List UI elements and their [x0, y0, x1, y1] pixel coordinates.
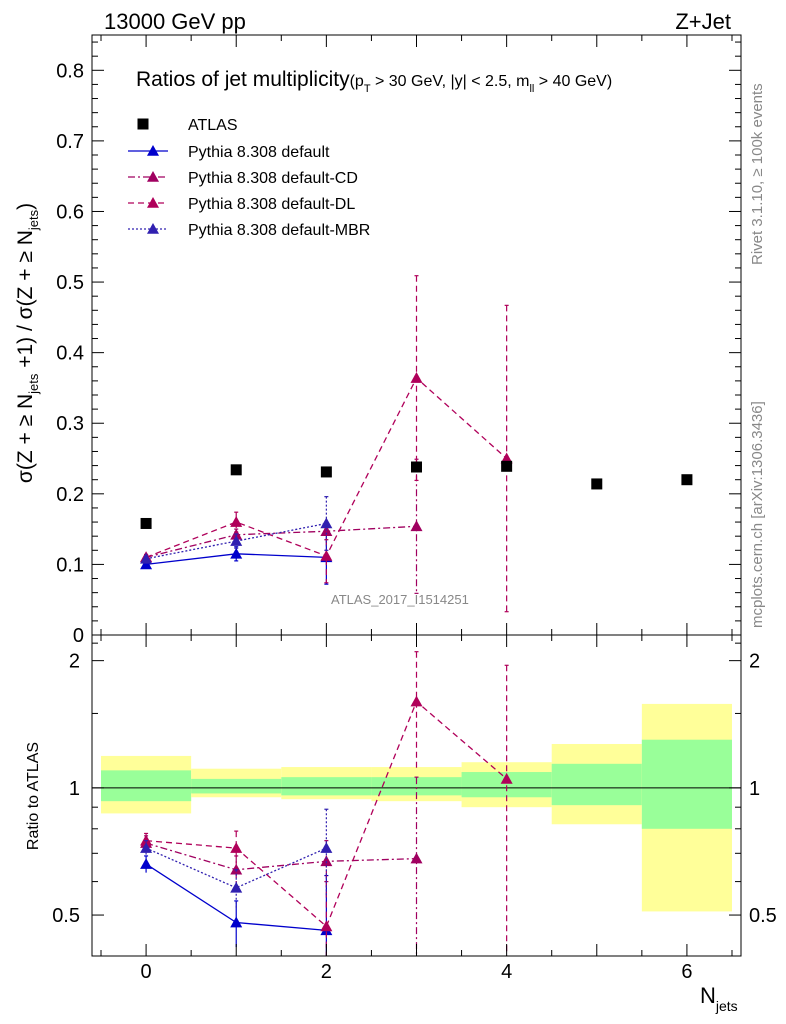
x-tick-label: 6 — [681, 961, 692, 983]
uncertainty-band-green — [281, 777, 372, 796]
main-y-tick-label: 0.5 — [56, 272, 84, 294]
legend-label: Pythia 8.308 default — [188, 144, 330, 161]
ratio-y-axis-label: Ratio to ATLAS — [25, 742, 42, 850]
uncertainty-band-green — [101, 770, 192, 802]
series-ratio-marker — [140, 858, 153, 869]
series-line — [145, 525, 417, 558]
uncertainty-band-green — [641, 739, 732, 829]
series-ratio-line — [145, 847, 327, 889]
series-marker — [410, 520, 423, 532]
atlas-data-point — [591, 478, 603, 490]
legend-marker — [147, 145, 159, 156]
series-ratio-marker — [320, 842, 333, 853]
legend-marker — [147, 223, 159, 234]
uncertainty-band-green — [371, 777, 462, 796]
analysis-watermark: ATLAS_2017_I1514251 — [331, 592, 469, 607]
main-y-tick-label: 0.3 — [56, 413, 84, 435]
series-marker — [500, 452, 513, 464]
series-line — [145, 522, 327, 560]
ratio-plot-content — [92, 651, 741, 956]
x-tick-label: 4 — [501, 961, 512, 983]
series-ratio-marker — [320, 920, 333, 932]
series-ratio-marker — [230, 881, 243, 893]
uncertainty-band-green — [551, 763, 642, 806]
main-y-tick-label: 0.1 — [56, 554, 84, 576]
series-marker — [410, 372, 423, 383]
series-ratio-marker — [410, 852, 423, 864]
series-ratio-marker — [230, 863, 243, 875]
legend-label: Pythia 8.308 default-CD — [188, 170, 358, 187]
legend-label: Pythia 8.308 default-MBR — [188, 222, 370, 239]
series-marker — [230, 535, 243, 546]
legend-label-atlas: ATLAS — [188, 117, 238, 134]
series-ratio-line — [146, 700, 508, 928]
legend-marker — [147, 197, 159, 208]
series-marker — [320, 549, 333, 561]
series-marker — [230, 516, 243, 527]
series-ratio-line — [145, 842, 417, 871]
main-plot-content — [140, 275, 693, 613]
series-ratio-marker — [410, 695, 423, 707]
energy-label: 13000 GeV pp — [104, 9, 246, 34]
series-marker — [320, 517, 333, 529]
atlas-data-point — [140, 517, 152, 529]
uncertainty-band-green — [191, 778, 282, 794]
legend: ATLAS Pythia 8.308 default Pythia 8.308 de… — [128, 117, 370, 239]
legend-label: Pythia 8.308 default-DL — [188, 196, 355, 213]
series-marker — [140, 552, 153, 564]
atlas-data-point — [501, 460, 513, 472]
main-axes: 0 0.1 0.2 0.3 0.4 0.5 0.6 0.7 0.8 — [56, 35, 741, 647]
series-marker — [140, 558, 153, 570]
series-ratio-marker — [230, 842, 243, 853]
ratio-y-tick-label-right: 0.5 — [749, 905, 777, 927]
main-y-tick-label: 0 — [73, 625, 84, 647]
ratio-frame — [91, 634, 742, 957]
atlas-data-point — [681, 474, 693, 486]
mcplots-label: mcplots.cern.ch [arXiv:1306.3436] — [749, 401, 766, 628]
main-y-tick-label: 0.4 — [56, 343, 84, 365]
series-ratio-marker — [140, 842, 153, 853]
x-tick-label: 2 — [321, 961, 332, 983]
main-title: Ratios of jet multiplicity(pT > 30 GeV, … — [136, 68, 612, 95]
ratio-panel: 0 2 4 6 0.5 0.5 1 1 2 2 — [52, 634, 777, 983]
x-axis-label: Njets — [700, 983, 738, 1014]
legend-marker-atlas — [137, 118, 149, 130]
ratio-y-tick-label-left: 2 — [69, 651, 80, 673]
rivet-label: Rivet 3.1.10, ≥ 100k events — [749, 83, 766, 265]
main-y-tick-label: 0.2 — [56, 484, 84, 506]
main-y-tick-label: 0.8 — [56, 60, 84, 82]
series-ratio-marker — [230, 916, 243, 928]
series-ratio-marker — [500, 772, 513, 784]
series-ratio-marker — [320, 855, 333, 867]
ratio-y-tick-label-left: 0.5 — [52, 905, 80, 927]
atlas-data-point — [230, 464, 242, 476]
atlas-data-point — [411, 461, 422, 473]
atlas-data-point — [320, 466, 332, 478]
ratio-y-tick-label-left: 1 — [69, 778, 80, 800]
main-y-tick-label: 0.6 — [56, 201, 84, 223]
ratio-y-tick-label-right: 1 — [749, 778, 760, 800]
main-panel: Ratios of jet multiplicity(pT > 30 GeV, … — [56, 34, 742, 647]
ratio-y-tick-label-right: 2 — [749, 651, 760, 673]
series-marker — [230, 547, 243, 559]
x-tick-label: 0 — [141, 961, 152, 983]
legend-marker — [147, 171, 159, 182]
main-y-tick-label: 0.7 — [56, 131, 84, 153]
main-y-axis-label: σ(Z + ≥ Njets +1) / σ(Z + ≥ Njets) — [14, 203, 41, 483]
process-label: Z+Jet — [675, 9, 731, 34]
